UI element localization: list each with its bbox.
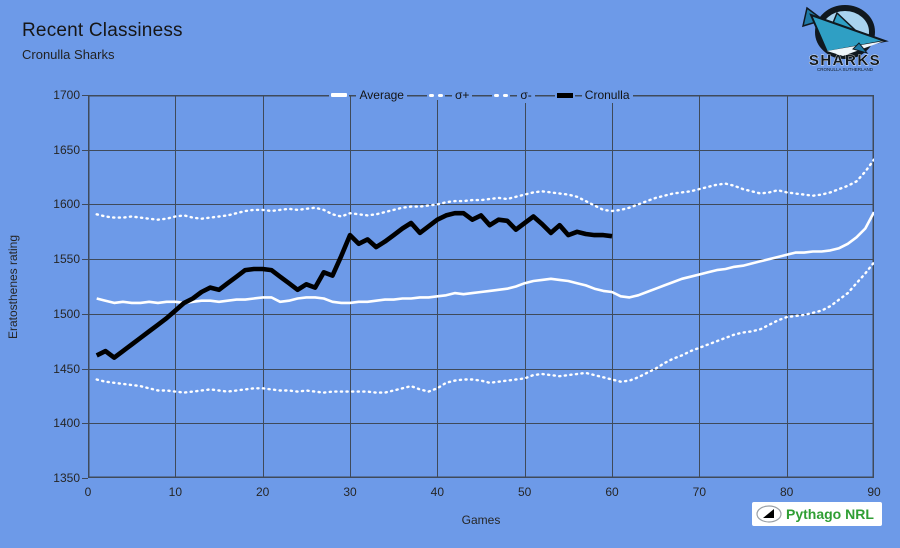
legend-label: Average [356,87,407,103]
y-tick-mark [82,95,88,96]
plot-border [88,95,874,478]
x-tick-label: 30 [343,485,357,499]
x-tick-label: 90 [867,485,881,499]
legend-label: σ- [517,87,535,103]
y-tick-label: 1650 [53,142,80,157]
x-tick-label: 0 [84,485,92,499]
legend-label: σ+ [451,87,473,103]
legend-sample [492,90,511,100]
legend-sample [426,90,445,100]
chart-plot-area [88,95,874,478]
y-tick-mark [82,423,88,424]
y-tick-label: 1500 [53,306,80,321]
series-line-cronulla [95,210,613,360]
y-tick-mark [82,369,88,370]
y-tick-label: 1550 [53,252,80,267]
chart-legend: Average σ+ σ- Cronulla [88,86,874,104]
series-line-+ [95,158,874,221]
pythago-flag-icon [756,505,782,523]
x-tick-label: 80 [779,485,794,499]
sharks-logo: SHARKS CRONULLA SUTHERLAND [801,5,889,72]
legend-entry-average: Average [329,87,407,103]
x-tick-label: 10 [168,485,182,499]
legend-entry--: σ- [492,87,535,103]
x-tick-label: 50 [517,485,532,499]
legend-label: Cronulla [581,87,633,103]
logo-wordmark: SHARKS [809,52,881,69]
x-axis-title: Games [461,513,501,527]
series-line-average [96,211,874,305]
y-tick-label: 1450 [53,361,80,376]
x-tick-label: 60 [605,485,619,499]
series-line-- [95,261,874,394]
page-subtitle: Cronulla Sharks [22,47,115,62]
x-tick-label: 20 [255,485,270,499]
y-axis-title: Eratosthenes rating [6,234,20,340]
pythago-nrl-badge: Pythago NRL [752,502,882,526]
legend-entry-+: σ+ [426,87,473,103]
legend-sample [554,89,575,101]
page-title: Recent Classiness [22,20,183,41]
y-tick-label: 1400 [53,416,80,431]
y-tick-label: 1600 [53,197,80,212]
y-tick-mark [82,478,88,479]
chart-canvas [88,95,874,478]
y-tick-mark [82,259,88,260]
logo-subtext: CRONULLA SUTHERLAND [817,67,874,72]
y-tick-label: 1350 [53,471,80,485]
shark-icon [801,6,889,56]
legend-entry-cronulla: Cronulla [554,87,633,103]
y-tick-mark [82,204,88,205]
y-tick-label: 1700 [53,88,80,102]
pythago-badge-text: Pythago NRL [786,506,874,522]
x-tick-label: 40 [430,485,444,499]
y-tick-mark [82,150,88,151]
legend-sample [329,90,350,100]
x-tick-label: 70 [692,485,706,499]
y-tick-mark [82,314,88,315]
